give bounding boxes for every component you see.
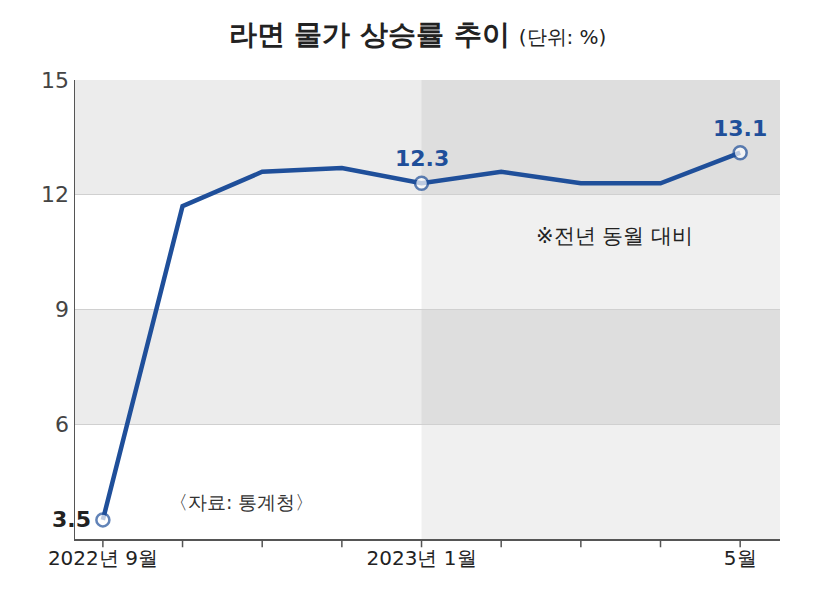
svg-text:2023년 1월: 2023년 1월	[367, 546, 477, 570]
svg-text:※전년 동월 대비: ※전년 동월 대비	[536, 224, 693, 248]
svg-text:15: 15	[41, 68, 69, 93]
svg-text:9: 9	[55, 297, 69, 322]
svg-text:12: 12	[41, 182, 69, 207]
svg-text:2022년 9월: 2022년 9월	[48, 546, 158, 570]
svg-text:12.3: 12.3	[395, 146, 449, 171]
svg-text:라면 물가 상승률 추이 (단위: %): 라면 물가 상승률 추이 (단위: %)	[229, 18, 607, 51]
svg-text:6: 6	[55, 412, 69, 437]
svg-text:〈자료: 통계청〉: 〈자료: 통계청〉	[169, 491, 314, 513]
svg-text:3.5: 3.5	[52, 507, 91, 532]
svg-text:13.1: 13.1	[713, 116, 767, 141]
svg-text:5월: 5월	[724, 546, 757, 570]
